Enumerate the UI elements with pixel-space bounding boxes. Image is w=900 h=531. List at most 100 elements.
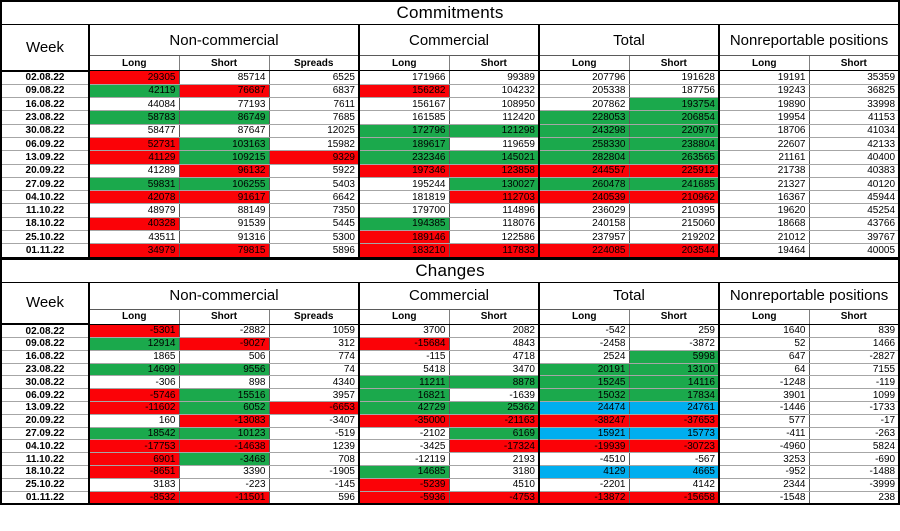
value-cell: 5418 xyxy=(358,362,450,377)
value-cell: 240539 xyxy=(538,190,630,205)
value-cell: -119 xyxy=(808,375,900,390)
col-header-long: Long xyxy=(718,55,810,71)
value-cell: 2082 xyxy=(448,323,540,338)
group-nonreportable: Nonreportable positions xyxy=(717,281,900,310)
value-cell: 96132 xyxy=(178,163,270,178)
col-header-short: Short xyxy=(448,308,540,325)
value-cell: 210962 xyxy=(628,190,720,205)
value-cell: 577 xyxy=(718,413,810,428)
value-cell: 29305 xyxy=(88,70,180,85)
value-cell: -3407 xyxy=(268,413,360,428)
value-cell: -21163 xyxy=(448,413,540,428)
value-cell: 6052 xyxy=(178,400,270,415)
value-cell: 207796 xyxy=(538,70,630,85)
value-cell: -567 xyxy=(628,452,720,466)
value-cell: 197346 xyxy=(358,163,450,178)
value-cell: -1905 xyxy=(268,464,360,479)
value-cell: 3183 xyxy=(88,477,180,492)
col-header-spreads: Spreads xyxy=(268,55,360,71)
value-cell: -1733 xyxy=(808,400,900,415)
table-row: 06.09.22 -5746 15516 3957 16821 -1639 15032 178… xyxy=(0,388,900,402)
table-row: 01.11.22 34979 79815 5896 183210 117833 224085… xyxy=(0,243,900,259)
value-cell: 1059 xyxy=(268,323,360,338)
value-cell: -690 xyxy=(808,452,900,466)
week-cell: 18.10.22 xyxy=(0,216,90,232)
value-cell: 20191 xyxy=(538,362,630,377)
value-cell: 40383 xyxy=(808,163,900,178)
value-cell: 4665 xyxy=(628,464,720,479)
value-cell: 106255 xyxy=(178,176,270,192)
table-row: 18.10.22 -8651 3390 -1905 14685 3180 4129 4665-… xyxy=(0,464,900,479)
value-cell: 15032 xyxy=(538,388,630,402)
value-cell: 130027 xyxy=(448,176,540,192)
value-cell: -12119 xyxy=(358,452,450,466)
value-cell: -4960 xyxy=(718,439,810,454)
value-cell: 42729 xyxy=(358,400,450,415)
value-cell: 41034 xyxy=(808,123,900,138)
value-cell: 123858 xyxy=(448,163,540,178)
value-cell: 156167 xyxy=(358,97,450,112)
value-cell: -6653 xyxy=(268,400,360,415)
value-cell: 36825 xyxy=(808,83,900,99)
value-cell: -1639 xyxy=(448,388,540,402)
value-cell: 76687 xyxy=(178,83,270,99)
table-row: 06.09.22 52731 103163 15982 189617 119659 2583… xyxy=(0,136,900,152)
value-cell: -11602 xyxy=(88,400,180,415)
value-cell: -13083 xyxy=(178,413,270,428)
value-cell: 3700 xyxy=(358,323,450,338)
value-cell: 42119 xyxy=(88,83,180,99)
value-cell: -2458 xyxy=(538,336,630,351)
week-cell: 23.08.22 xyxy=(0,362,90,377)
value-cell: 18706 xyxy=(718,123,810,138)
col-header-long: Long xyxy=(718,308,810,325)
value-cell: -306 xyxy=(88,375,180,390)
commitments-table: Commitments Week Non-commercial Commerci… xyxy=(0,0,900,259)
value-cell: 45254 xyxy=(808,203,900,218)
table-row: 25.10.22 3183 -223 -145 -5239 4510 -2201 4142 23… xyxy=(0,477,900,492)
table-row: 13.09.22 -11602 6052 -6653 42729 25362 24474 24… xyxy=(0,400,900,415)
value-cell: -35000 xyxy=(358,413,450,428)
col-header-short: Short xyxy=(628,55,720,71)
value-cell: 5403 xyxy=(268,176,360,192)
group-nonreportable: Nonreportable positions xyxy=(717,24,900,56)
value-cell: 2344 xyxy=(718,477,810,492)
value-cell: 5922 xyxy=(268,163,360,178)
value-cell: 52 xyxy=(718,336,810,351)
value-cell: 42133 xyxy=(808,136,900,152)
col-header-short: Short xyxy=(178,308,270,325)
commitments-title: Commitments xyxy=(0,0,900,25)
value-cell: 774 xyxy=(268,349,360,364)
value-cell: -5746 xyxy=(88,388,180,402)
value-cell: 40120 xyxy=(808,176,900,192)
value-cell: 40005 xyxy=(808,243,900,259)
value-cell: 16367 xyxy=(718,190,810,205)
value-cell: 1640 xyxy=(718,323,810,338)
group-non-commercial: Non-commercial xyxy=(88,24,360,56)
value-cell: 15773 xyxy=(628,426,720,441)
value-cell: 91617 xyxy=(178,190,270,205)
value-cell: 21327 xyxy=(718,176,810,192)
value-cell: 91539 xyxy=(178,216,270,232)
value-cell: 228053 xyxy=(538,110,630,125)
value-cell: 5824 xyxy=(808,439,900,454)
week-cell: 20.09.22 xyxy=(0,163,90,178)
value-cell: 14685 xyxy=(358,464,450,479)
value-cell: 121298 xyxy=(448,123,540,138)
col-header-long: Long xyxy=(358,308,450,325)
value-cell: -5239 xyxy=(358,477,450,492)
value-cell: 3470 xyxy=(448,362,540,377)
value-cell: 2193 xyxy=(448,452,540,466)
group-non-commercial: Non-commercial xyxy=(88,281,360,310)
value-cell: -3425 xyxy=(358,439,450,454)
value-cell: 244557 xyxy=(538,163,630,178)
week-header: Week xyxy=(0,281,90,326)
value-cell: 183210 xyxy=(358,243,450,259)
week-cell: 16.08.22 xyxy=(0,349,90,364)
week-cell: 04.10.22 xyxy=(0,439,90,454)
value-cell: -3468 xyxy=(178,452,270,466)
value-cell: 19243 xyxy=(718,83,810,99)
table-row: 27.09.22 18542 10123 -519 -2102 6169 15921 1577… xyxy=(0,426,900,441)
value-cell: 17834 xyxy=(628,388,720,402)
value-cell: 5896 xyxy=(268,243,360,259)
table-row: 04.10.22 42078 91617 6642 181819 112703 240539… xyxy=(0,190,900,205)
